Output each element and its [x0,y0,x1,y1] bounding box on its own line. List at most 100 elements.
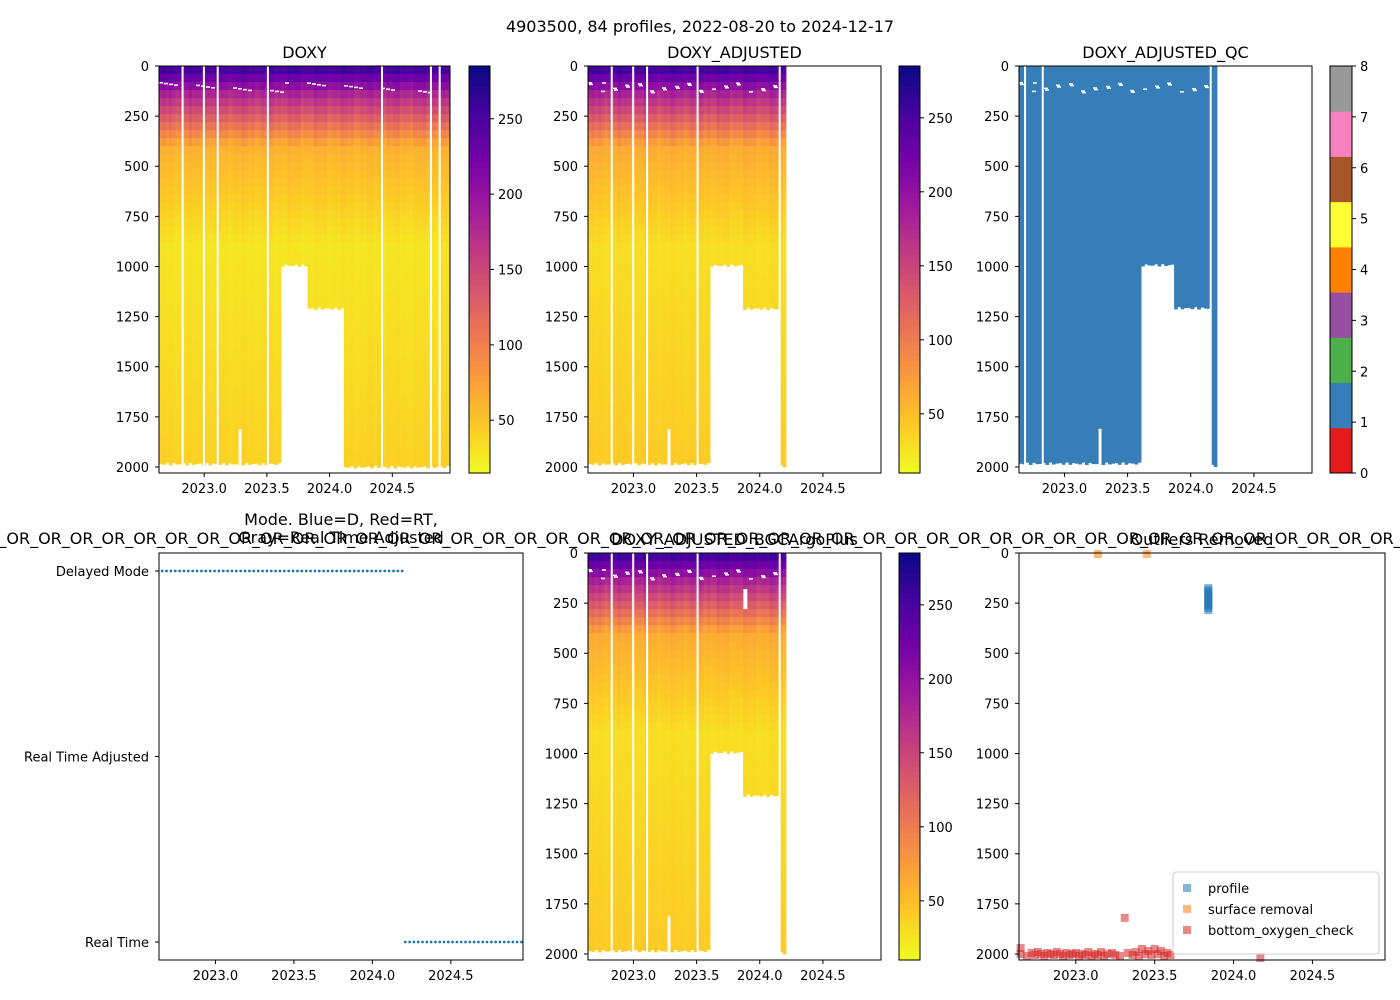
heatmap-cell [178,402,183,412]
heatmap-cell [627,370,632,380]
heatmap-cell [370,130,374,139]
heatmap-cell [588,306,592,316]
heatmap-cell [198,74,203,83]
heatmap-cell [442,322,447,332]
heatmap-cell [188,122,193,131]
heatmap-cell [640,122,645,131]
heatmap-cell [198,138,203,147]
heatmap-cell [182,290,186,299]
heatmap-cell [231,154,236,163]
heatmap-cell [267,178,272,187]
heatmap-cell [208,178,213,187]
heatmap-cell [403,202,407,211]
heatmap-cell [640,266,645,275]
heatmap-cell [621,282,625,291]
heatmap-cell [597,138,602,147]
heatmap-cell [373,410,378,420]
heatmap-cell [211,82,216,91]
heatmap-cell [159,234,163,243]
heatmap-cell [248,66,252,75]
heatmap-cell [192,458,196,465]
heatmap-cell [373,418,378,428]
heatmap-cell [353,74,358,83]
heatmap-cell [446,130,450,139]
heatmap-cell [637,122,642,131]
heatmap-cell [208,442,213,452]
heatmap-cell [350,322,355,332]
heatmap-cell [248,106,252,115]
heatmap-cell [251,154,256,163]
heatmap-cell [274,74,279,83]
heatmap-cell [320,194,325,203]
heatmap-cell [627,170,632,179]
heatmap-cell [607,202,612,211]
heatmap-cell [218,274,223,283]
heatmap-cell [383,298,388,307]
heatmap-cell [327,154,331,163]
heatmap-cell [617,306,622,316]
heatmap-cell [637,266,642,275]
heatmap-cell [205,410,209,420]
heatmap-cell [241,410,246,420]
heatmap-cell [159,122,163,131]
heatmap-cell [373,378,378,388]
heatmap-cell [192,306,196,316]
heatmap-cell [442,410,447,420]
heatmap-cell [386,122,391,131]
heatmap-cell [254,434,259,444]
heatmap-cell [234,114,239,123]
heatmap-cell [601,194,605,203]
heatmap-cell [208,98,213,107]
heatmap-cell [393,146,397,155]
heatmap-cell [218,106,223,115]
heatmap-cell [413,266,417,275]
heatmap-cell [172,458,176,464]
heatmap-cell [343,370,348,380]
heatmap-cell [333,138,338,147]
heatmap-cell [597,426,602,436]
heatmap-cell [396,434,401,444]
heatmap-cell [390,314,394,324]
heatmap-cell [159,306,163,316]
heatmap-cell [386,106,391,115]
heatmap-cell [611,290,615,299]
heatmap-cell [234,378,239,388]
heatmap-cell [330,90,335,99]
heatmap-cell [442,74,447,83]
heatmap-cell [614,82,619,91]
heatmap-cell [614,226,619,235]
heatmap-cell [624,106,628,115]
heatmap-cell [627,210,632,219]
heatmap-cell [291,122,295,131]
heatmap-cell [185,370,190,380]
heatmap-cell [386,202,391,211]
heatmap-cell [337,82,341,91]
heatmap-cell [165,210,170,219]
heatmap-cell [446,338,450,348]
heatmap-cell [258,370,262,380]
heatmap-cell [258,82,262,91]
heatmap-cell [591,250,595,259]
surface-fleck [381,87,385,90]
heatmap-cell [637,154,642,163]
heatmap-cell [208,114,213,123]
heatmap-cell [267,226,272,235]
heatmap-cell [333,146,338,155]
heatmap-cell [264,234,269,243]
heatmap-cell [205,322,209,332]
heatmap-cell [310,122,315,131]
heatmap-cell [591,274,595,283]
heatmap-cell [446,394,450,404]
heatmap-cell [370,242,374,251]
heatmap-cell [221,250,226,259]
heatmap-cell [617,386,622,396]
heatmap-cell [601,146,605,155]
heatmap-cell [258,266,262,275]
heatmap-cell [413,82,417,91]
heatmap-cell [594,450,599,460]
heatmap-cell [178,90,183,99]
heatmap-cell [225,82,229,91]
heatmap-cell [244,386,249,396]
heatmap-cell [413,106,417,115]
heatmap-cell [327,82,331,91]
